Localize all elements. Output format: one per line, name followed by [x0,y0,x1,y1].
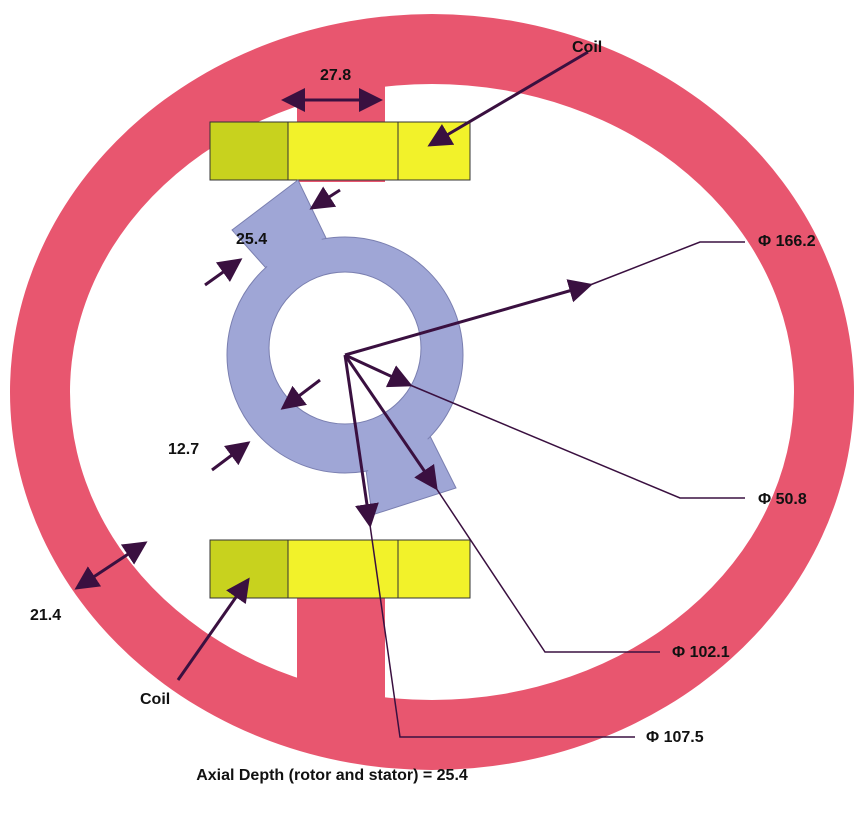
dimension-label: 25.4 [236,231,267,248]
coil-label: Coil [140,691,170,708]
caption: Axial Depth (rotor and stator) = 25.4 [196,767,468,784]
dimension-label: Φ 102.1 [672,644,730,661]
dimension-label: Φ 107.5 [646,729,704,746]
dimension-lines [74,50,745,738]
dimension-label: 21.4 [30,607,61,624]
dimension-label: Φ 166.2 [758,233,816,250]
coil-label: Coil [572,39,602,56]
coil [209,121,471,181]
dimension-label: Φ 50.8 [758,491,807,508]
dimension-label: 27.8 [320,67,351,84]
dimension-label: 12.7 [168,441,199,458]
coil [209,539,471,599]
